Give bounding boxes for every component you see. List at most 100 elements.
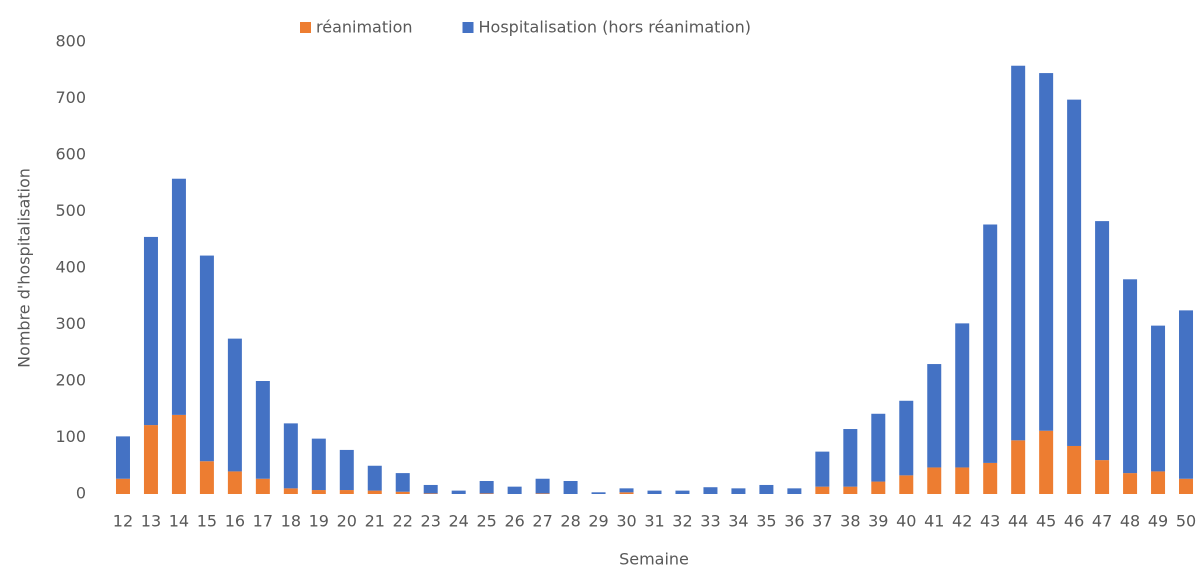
x-tick-label: 46 <box>1064 512 1084 531</box>
bar-segment <box>171 414 186 494</box>
bar-segment <box>451 490 466 494</box>
x-tick-label: 50 <box>1176 512 1196 531</box>
legend-label: réanimation <box>316 18 413 37</box>
bar-segment <box>1123 473 1138 494</box>
bar-segment <box>1067 445 1082 494</box>
x-tick-label: 23 <box>421 512 441 531</box>
bar-segment <box>927 467 942 494</box>
bar-segment <box>619 492 634 494</box>
x-tick-label: 28 <box>560 512 580 531</box>
x-tick-label: 44 <box>1008 512 1028 531</box>
y-tick-label: 300 <box>55 314 86 333</box>
bar-segment <box>871 413 886 482</box>
bar-segment <box>535 478 550 494</box>
x-tick-label: 36 <box>784 512 804 531</box>
bar-segment <box>255 381 270 479</box>
x-tick-label: 20 <box>337 512 357 531</box>
bar-segment <box>619 488 634 493</box>
bar-segment <box>1151 471 1166 494</box>
x-tick-label: 39 <box>868 512 888 531</box>
bar-segment <box>731 488 746 494</box>
bar-segment <box>479 481 494 494</box>
legend-label: Hospitalisation (hors réanimation) <box>479 18 752 37</box>
bar-segment <box>871 481 886 494</box>
bar-segment <box>815 486 830 494</box>
bar-segment <box>899 400 914 476</box>
x-tick-label: 17 <box>253 512 273 531</box>
legend-swatch <box>300 22 311 33</box>
bar-segment <box>899 475 914 494</box>
bar-segment <box>983 224 998 463</box>
bar-segment <box>395 491 410 494</box>
x-tick-label: 29 <box>588 512 608 531</box>
x-tick-label: 15 <box>197 512 217 531</box>
x-tick-label: 31 <box>644 512 664 531</box>
x-tick-label: 42 <box>952 512 972 531</box>
bar-segment <box>339 490 354 494</box>
bar-segment <box>199 255 214 462</box>
bar-segment <box>1039 430 1054 494</box>
x-tick-label: 32 <box>672 512 692 531</box>
bar-segment <box>115 436 130 479</box>
bar-segment <box>563 481 578 494</box>
x-tick-label: 18 <box>281 512 301 531</box>
x-tick-label: 37 <box>812 512 832 531</box>
x-tick-label: 38 <box>840 512 860 531</box>
x-tick-label: 35 <box>756 512 776 531</box>
y-tick-label: 500 <box>55 201 86 220</box>
bar-segment <box>1151 325 1166 472</box>
bar-segment <box>367 465 382 491</box>
bar-segment <box>143 236 158 426</box>
bar-segment <box>143 425 158 494</box>
bar-segment <box>1179 310 1194 479</box>
bar-segment <box>227 338 242 472</box>
bar-segment <box>927 364 942 468</box>
bar-segment <box>115 478 130 494</box>
bar-segment <box>255 478 270 494</box>
x-tick-label: 47 <box>1092 512 1112 531</box>
bar-segment <box>1095 221 1110 461</box>
bar-segment <box>983 462 998 494</box>
bar-segment <box>227 471 242 494</box>
bar-segment <box>1039 73 1054 431</box>
x-tick-label: 48 <box>1120 512 1140 531</box>
x-tick-label: 41 <box>924 512 944 531</box>
x-tick-label: 40 <box>896 512 916 531</box>
bar-segment <box>815 451 830 487</box>
x-tick-label: 27 <box>532 512 552 531</box>
x-tick-label: 16 <box>225 512 245 531</box>
bar-segment <box>675 490 690 494</box>
y-axis-title: Nombre d'hospitalisation <box>15 168 34 368</box>
bar-segment <box>843 486 858 494</box>
x-tick-label: 21 <box>365 512 385 531</box>
x-tick-label: 49 <box>1148 512 1168 531</box>
y-tick-label: 700 <box>55 88 86 107</box>
x-tick-label: 14 <box>169 512 189 531</box>
legend-swatch <box>462 22 474 33</box>
bar-segment <box>647 490 662 494</box>
bar-segment <box>339 449 354 491</box>
bar-segment <box>843 429 858 487</box>
x-tick-label: 19 <box>309 512 329 531</box>
x-tick-label: 43 <box>980 512 1000 531</box>
x-axis-title: Semaine <box>619 550 689 567</box>
bar-segment <box>703 487 718 494</box>
x-tick-label: 26 <box>504 512 524 531</box>
y-tick-label: 100 <box>55 427 86 446</box>
x-tick-label: 12 <box>113 512 133 531</box>
y-tick-label: 800 <box>55 32 86 51</box>
y-tick-label: 600 <box>55 145 86 164</box>
bar-segment <box>423 484 438 494</box>
bar-segment <box>423 493 438 494</box>
bar-segment <box>283 423 298 489</box>
bar-segment <box>367 490 382 494</box>
bar-segment <box>507 486 522 494</box>
bar-segment <box>955 467 970 494</box>
x-tick-label: 25 <box>476 512 496 531</box>
bar-segment <box>171 178 186 415</box>
bar-segment <box>199 461 214 494</box>
bar-segment <box>759 484 774 494</box>
bar-segment <box>479 493 494 494</box>
x-tick-label: 13 <box>141 512 161 531</box>
